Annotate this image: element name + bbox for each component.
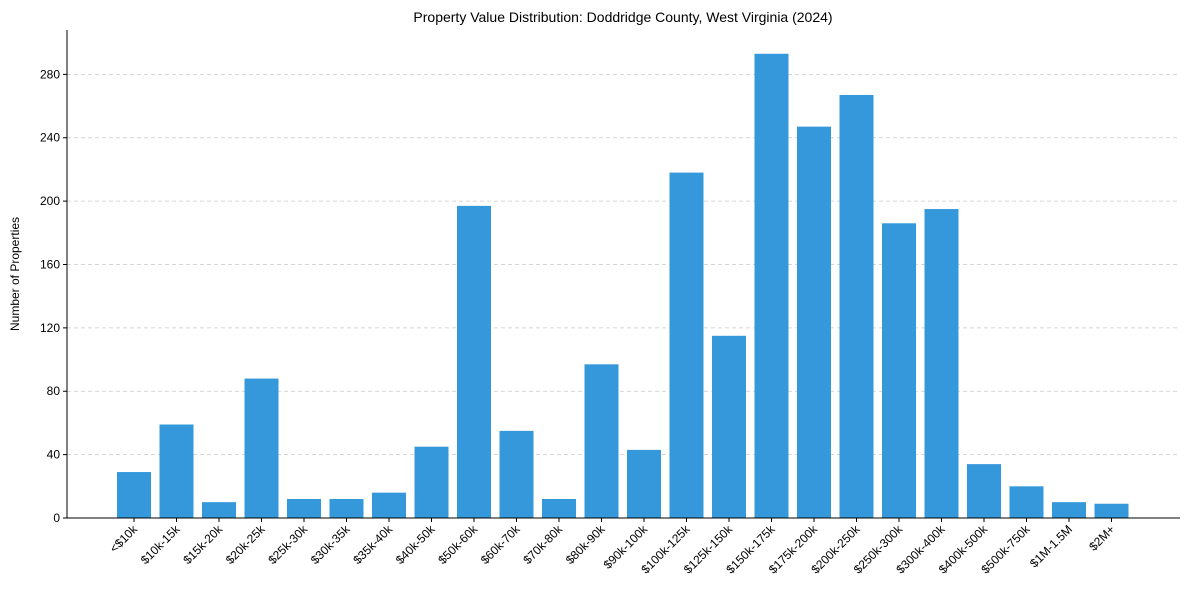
bar xyxy=(244,378,279,518)
x-tick-label: $60k-70k xyxy=(478,522,524,568)
bar xyxy=(627,449,661,518)
x-tick-label: $1M-1.5M xyxy=(1027,522,1075,570)
y-tick-label: 80 xyxy=(47,384,61,398)
bar xyxy=(287,498,321,518)
x-tick-label: $50k-60k xyxy=(435,522,481,568)
x-tick-label: $10k-15k xyxy=(138,522,184,568)
y-tick-label: 40 xyxy=(47,448,61,462)
bars xyxy=(117,53,1129,519)
x-tick-label: $25k-30k xyxy=(265,522,311,568)
y-tick-label: 240 xyxy=(40,131,60,145)
bar xyxy=(542,498,576,518)
chart-title: Property Value Distribution: Doddridge C… xyxy=(413,9,832,25)
x-tick-label: $70k-80k xyxy=(520,522,566,568)
grid-lines xyxy=(67,73,1180,456)
axes xyxy=(66,30,1180,519)
x-tick-label: <$10k xyxy=(107,522,141,556)
y-tick-label: 200 xyxy=(40,194,60,208)
bar xyxy=(797,126,831,518)
y-tick-label: 0 xyxy=(53,511,60,525)
y-tick-label: 120 xyxy=(40,321,60,335)
bar xyxy=(499,430,534,518)
bar xyxy=(754,53,789,518)
x-tick-label: $35k-40k xyxy=(350,522,396,568)
bar xyxy=(669,172,704,518)
x-tick-label: $20k-25k xyxy=(223,522,269,568)
x-tick-label: $40k-50k xyxy=(393,522,439,568)
bar xyxy=(1009,486,1044,518)
bar xyxy=(329,498,364,518)
bar xyxy=(414,446,449,518)
bar xyxy=(882,223,916,518)
bar xyxy=(967,464,1001,518)
y-tick-label: 160 xyxy=(40,257,60,271)
bar xyxy=(202,502,236,518)
y-axis-label: Number of Properties xyxy=(8,217,22,331)
bar xyxy=(584,364,619,518)
x-ticks: <$10k$10k-15k$15k-20k$20k-25k$25k-30k$30… xyxy=(107,518,1118,576)
bar xyxy=(159,424,194,518)
bar xyxy=(372,492,406,518)
x-tick-label: $30k-35k xyxy=(308,522,354,568)
y-ticks: 0 40 80 120 160 200 240 280 xyxy=(40,67,67,525)
bar xyxy=(117,472,151,518)
y-tick-label: 280 xyxy=(40,67,60,81)
x-tick-label: $2M+ xyxy=(1086,522,1117,553)
bar xyxy=(924,209,959,519)
bar xyxy=(839,94,874,519)
bar xyxy=(1094,503,1129,518)
x-tick-label: $15k-20k xyxy=(180,522,226,568)
bar xyxy=(712,335,746,518)
bar xyxy=(1052,502,1086,518)
bar xyxy=(457,205,491,519)
